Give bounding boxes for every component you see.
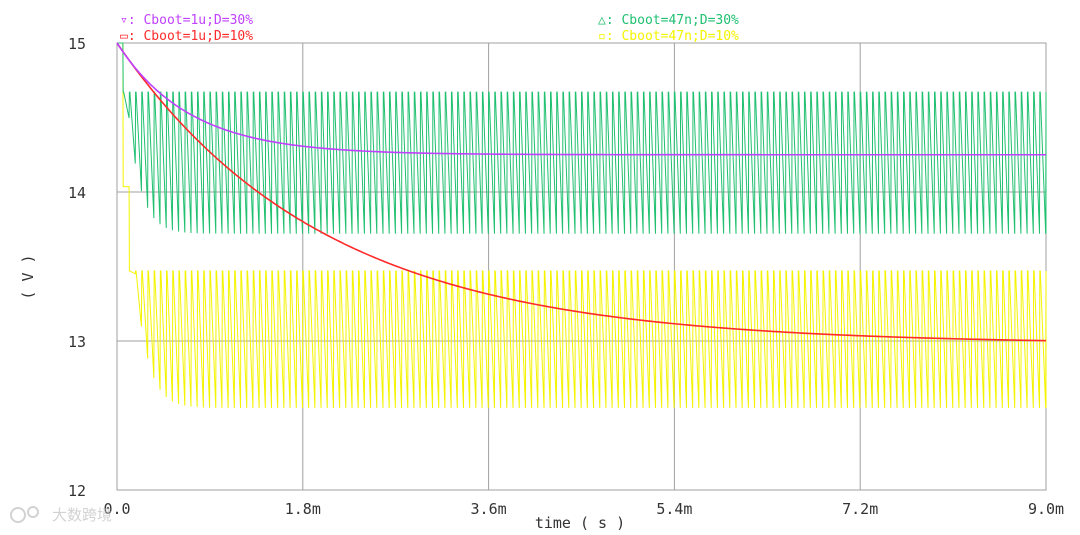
x-axis-title: time ( s ) (535, 514, 625, 532)
y-tick-label: 12 (68, 482, 86, 500)
series-line-cboot-47n-d-10- (117, 42, 1047, 409)
y-tick-label: 15 (68, 35, 86, 53)
series-line-cboot-1u-d-10- (116, 42, 1047, 342)
legend-entry: ▿: Cboot=1u;D=30% (120, 13, 253, 28)
x-tick-label: 7.2m (842, 500, 878, 518)
watermark-text: 大数跨境 (52, 506, 112, 524)
x-tick-label: 1.8m (285, 500, 321, 518)
x-tick-label: 9.0m (1028, 500, 1064, 518)
x-tick-label: 0.0 (103, 500, 130, 518)
x-axis-ticks: 0.0 1.8m 3.6m 5.4m 7.2m 9.0m (103, 500, 1064, 518)
x-tick-label: 5.4m (656, 500, 692, 518)
x-tick-label: 3.6m (471, 500, 507, 518)
plot-frame (116, 42, 1047, 491)
y-axis-title: ( V ) (19, 254, 37, 299)
watermark-logo-icon-small (27, 506, 39, 518)
plot-series (116, 42, 1047, 409)
legend-entry: ▫: Cboot=47n;D=10% (598, 29, 739, 44)
legend: ▿: Cboot=1u;D=30%▭: Cboot=1u;D=10% △: Cbo… (120, 13, 739, 44)
y-tick-label: 14 (68, 184, 86, 202)
series-line-cboot-47n-d-30- (117, 42, 1047, 234)
legend-entry: △: Cboot=47n;D=30% (598, 13, 739, 28)
y-tick-label: 13 (68, 333, 86, 351)
watermark-logo-icon (10, 507, 26, 523)
watermark: 大数跨境 (10, 506, 112, 524)
legend-entry: ▭: Cboot=1u;D=10% (120, 29, 253, 44)
series-line-cboot-1u-d-30- (116, 42, 1046, 156)
y-axis-ticks: 12 13 14 15 (68, 35, 86, 500)
